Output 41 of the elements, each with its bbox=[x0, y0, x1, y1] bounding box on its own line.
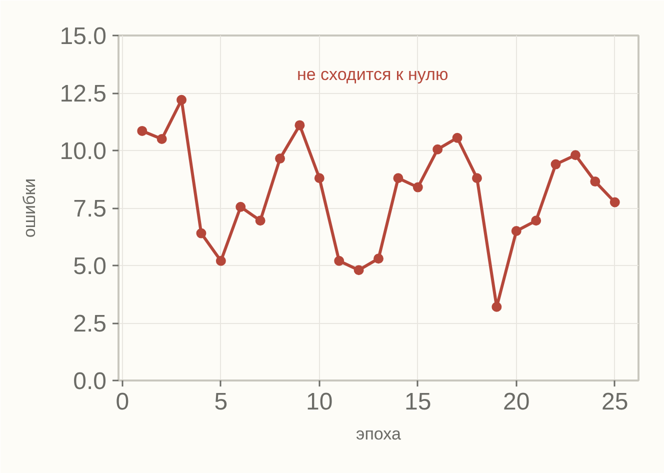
point bbox=[354, 265, 364, 276]
y-axis-title: ошибки bbox=[20, 178, 39, 238]
point bbox=[294, 120, 305, 130]
point bbox=[216, 256, 226, 266]
annotation: не сходится к нулю bbox=[296, 64, 448, 84]
point bbox=[374, 254, 384, 264]
point bbox=[531, 216, 542, 226]
y-tick-label: 10.0 bbox=[60, 138, 107, 165]
point bbox=[590, 176, 600, 187]
point bbox=[314, 173, 324, 184]
point bbox=[196, 228, 206, 238]
x-tick-label: 25 bbox=[602, 388, 628, 416]
point bbox=[236, 202, 246, 212]
x-tick-label: 15 bbox=[404, 388, 432, 416]
point bbox=[452, 132, 462, 143]
point bbox=[176, 94, 187, 105]
point bbox=[432, 144, 443, 154]
point bbox=[412, 182, 423, 192]
point bbox=[393, 173, 404, 184]
point bbox=[550, 159, 561, 170]
point bbox=[610, 197, 620, 208]
x-tick-label: 0 bbox=[116, 388, 130, 416]
point bbox=[137, 126, 148, 136]
x-tick-label: 10 bbox=[306, 388, 333, 416]
y-tick-label: 15.0 bbox=[60, 23, 107, 50]
point bbox=[334, 256, 344, 266]
y-tick-label: 7.5 bbox=[73, 196, 107, 222]
point bbox=[472, 173, 482, 184]
point bbox=[275, 154, 286, 164]
y-tick-label: 5.0 bbox=[73, 253, 107, 280]
y-tick-label: 0.0 bbox=[73, 368, 107, 395]
y-tick-label: 12.5 bbox=[60, 80, 107, 108]
x-tick-label: 20 bbox=[503, 388, 530, 416]
point bbox=[156, 134, 167, 144]
x-axis-title: эпоха bbox=[356, 424, 402, 444]
x-tick-label: 5 bbox=[214, 388, 228, 416]
point bbox=[570, 150, 580, 160]
point bbox=[492, 302, 502, 312]
point bbox=[511, 226, 522, 236]
point bbox=[255, 216, 266, 226]
y-tick-label: 2.5 bbox=[73, 310, 107, 338]
